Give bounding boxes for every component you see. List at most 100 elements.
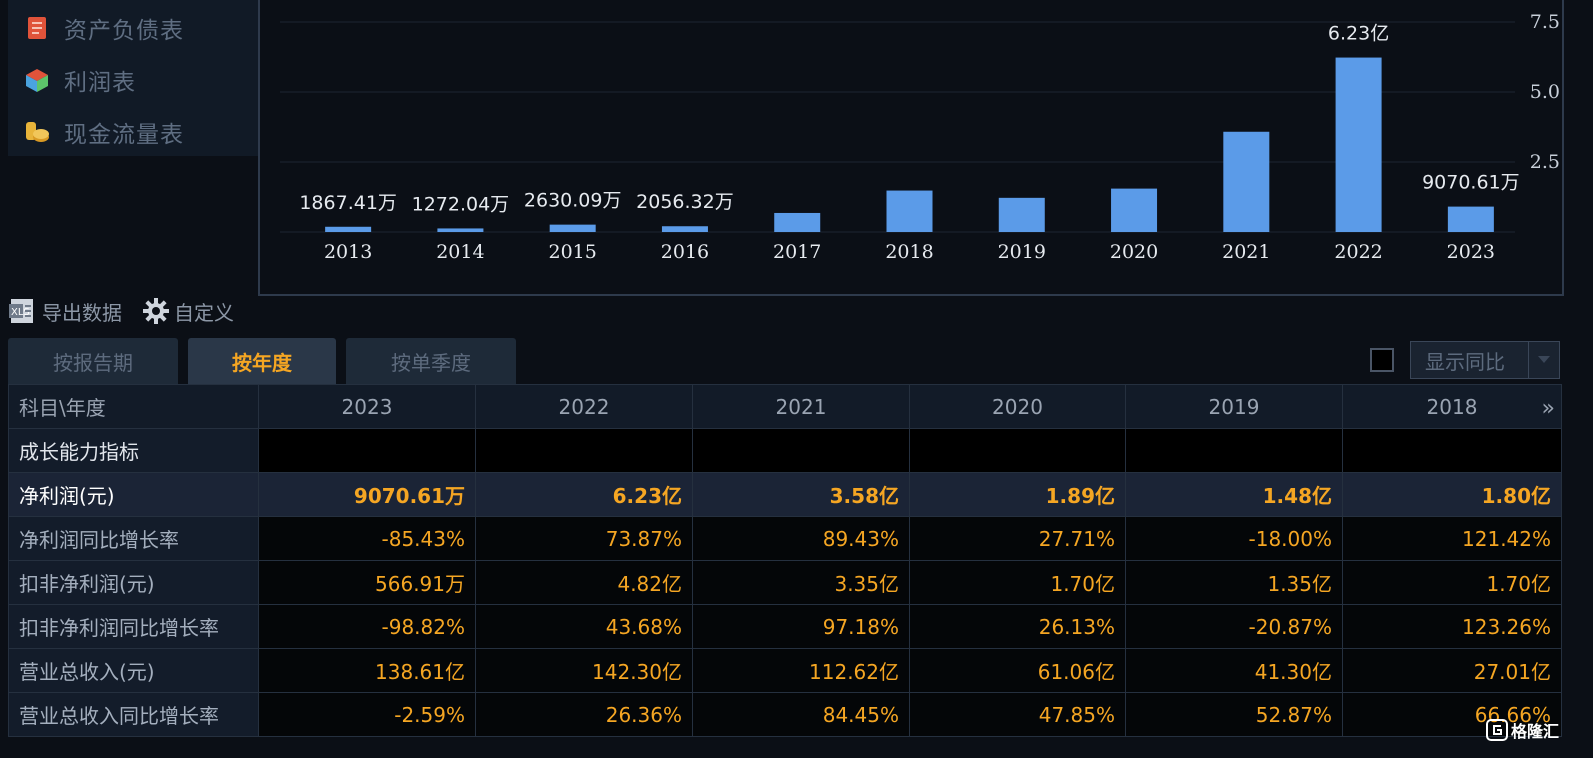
year-column-header: 2020 (909, 384, 1126, 429)
table-cell (475, 428, 693, 473)
data-label: 1272.04万 (412, 193, 510, 215)
data-label: 2056.32万 (636, 191, 734, 213)
sidebar-item-label: 资产负债表 (64, 18, 184, 44)
export-data-label: 导出数据 (42, 300, 122, 325)
bar (325, 226, 372, 232)
tab-annual[interactable]: 按年度 (188, 338, 336, 384)
bar-chart-svg: 7.5 5.0 2.5 2013 1867.41万 2014 1272.04万 2015 263… (280, 11, 1560, 263)
export-data-button[interactable]: XLS 导出数据 (8, 296, 122, 326)
x-tick-label: 2022 (1334, 241, 1382, 263)
table-row[interactable]: 扣非净利润(元) 566.91万 4.82亿 3.35亿 1.70亿 1.35亿 1.70亿 (8, 560, 1562, 605)
row-label: 营业总收入同比增长率 (8, 692, 259, 737)
table-cell: 3.35亿 (692, 560, 910, 605)
table-cell (1125, 428, 1343, 473)
table-row[interactable]: 成长能力指标 (8, 428, 1562, 473)
sidebar-item-income-statement[interactable]: 利润表 (8, 54, 258, 106)
sidebar-item-label: 现金流量表 (64, 122, 184, 148)
x-tick-label: 2014 (436, 241, 484, 263)
data-label: 6.23亿 (1328, 23, 1389, 45)
table-cell: 66.66% (1342, 692, 1562, 737)
double-chevron-right-icon[interactable]: » (1541, 396, 1555, 421)
table-row[interactable]: 营业总收入同比增长率 -2.59% 26.36% 84.45% 47.85% 52.87%… (8, 692, 1562, 737)
table-cell: 47.85% (909, 692, 1126, 737)
table-cell: 89.43% (692, 516, 910, 561)
table-cell (692, 428, 910, 473)
table-cell: 97.18% (692, 604, 910, 649)
balance-sheet-icon (24, 15, 50, 41)
yoy-checkbox[interactable] (1370, 348, 1394, 372)
x-tick-label: 2019 (998, 241, 1046, 263)
x-tick-label: 2021 (1222, 241, 1270, 263)
table-cell: 73.87% (475, 516, 693, 561)
profit-cube-icon (24, 67, 50, 93)
data-label: 2630.09万 (524, 190, 622, 212)
tab-label: 按报告期 (53, 350, 133, 375)
bar (1447, 206, 1494, 232)
bar (1223, 131, 1270, 232)
customize-button[interactable]: 自定义 (142, 297, 234, 326)
table-cell: -2.59% (258, 692, 476, 737)
table-cell: 1.35亿 (1125, 560, 1343, 605)
year-column-header: 2023 (258, 384, 476, 429)
tab-label: 按单季度 (391, 350, 471, 375)
table-cell: 1.80亿 (1342, 472, 1562, 517)
bar (661, 226, 708, 232)
table-cell: 9070.61万 (258, 472, 476, 517)
table-cell: 566.91万 (258, 560, 476, 605)
table-cell: 121.42% (1342, 516, 1562, 561)
y-tick-label: 7.5 (1530, 11, 1560, 33)
gear-icon (142, 297, 170, 325)
x-tick-label: 2020 (1110, 241, 1158, 263)
year-column-header: 2019 (1125, 384, 1343, 429)
bar (1111, 188, 1158, 232)
bar (886, 190, 933, 232)
bar (437, 228, 484, 232)
table-cell: 27.01亿 (1342, 648, 1562, 693)
table-row[interactable]: 扣非净利润同比增长率 -98.82% 43.68% 97.18% 26.13% -20.8… (8, 604, 1562, 649)
yoy-dropdown[interactable]: 显示同比 (1410, 341, 1560, 379)
table-cell: 61.06亿 (909, 648, 1126, 693)
customize-label: 自定义 (174, 300, 234, 325)
sidebar-item-balance-sheet[interactable]: 资产负债表 (8, 2, 258, 54)
year-column-header: 2021 (692, 384, 910, 429)
x-tick-label: 2018 (885, 241, 933, 263)
table-cell (1342, 428, 1562, 473)
tab-report-period[interactable]: 按报告期 (8, 338, 178, 384)
row-label: 净利润(元) (8, 472, 259, 517)
table-cell: -85.43% (258, 516, 476, 561)
table-cell: 1.70亿 (909, 560, 1126, 605)
table-row[interactable]: 净利润(元) 9070.61万 6.23亿 3.58亿 1.89亿 1.48亿 1.80亿 (8, 472, 1562, 517)
year-column-header: 2022 (475, 384, 693, 429)
tab-single-quarter[interactable]: 按单季度 (346, 338, 516, 384)
toolbar: XLS 导出数据 自定义 (8, 294, 254, 328)
watermark-logo: 格隆汇 (1486, 716, 1562, 744)
table-row[interactable]: 净利润同比增长率 -85.43% 73.87% 89.43% 27.71% -18.00%… (8, 516, 1562, 561)
excel-icon: XLS (8, 296, 38, 326)
table-cell: 138.61亿 (258, 648, 476, 693)
report-sidebar: 资产负债表 利润表 现金流量表 (8, 0, 258, 156)
table-cell: 41.30亿 (1125, 648, 1343, 693)
net-profit-chart: 7.5 5.0 2.5 2013 1867.41万 2014 1272.04万 2015 263… (258, 0, 1564, 296)
yoy-dropdown-label: 显示同比 (1425, 349, 1505, 374)
bar (549, 224, 596, 232)
bar (998, 197, 1045, 232)
row-label: 成长能力指标 (8, 428, 259, 473)
sidebar-item-cash-flow[interactable]: 现金流量表 (8, 106, 258, 158)
x-tick-label: 2015 (549, 241, 597, 263)
table-cell: 6.23亿 (475, 472, 693, 517)
table-cell: 142.30亿 (475, 648, 693, 693)
year-column-header-last: 2018 » (1342, 384, 1562, 429)
table-cell: 52.87% (1125, 692, 1343, 737)
table-header-row: 科目\年度 2023 2022 2021 2020 2019 2018 » (8, 384, 1562, 429)
table-cell: 26.36% (475, 692, 693, 737)
row-label: 净利润同比增长率 (8, 516, 259, 561)
table-cell (258, 428, 476, 473)
svg-text:XLS: XLS (11, 307, 30, 318)
table-cell: -98.82% (258, 604, 476, 649)
table-cell: 4.82亿 (475, 560, 693, 605)
bar (1335, 57, 1382, 233)
table-cell (909, 428, 1126, 473)
table-row[interactable]: 营业总收入(元) 138.61亿 142.30亿 112.62亿 61.06亿 41.30… (8, 648, 1562, 693)
cash-coins-icon (24, 119, 50, 145)
table-cell: 123.26% (1342, 604, 1562, 649)
